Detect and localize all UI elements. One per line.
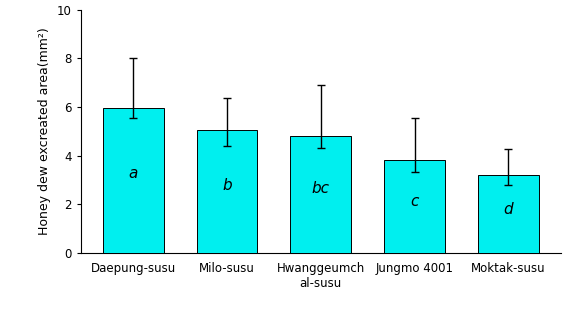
Bar (384, 160, 445, 253)
Y-axis label: Honey dew excreated area(mm²): Honey dew excreated area(mm²) (39, 27, 51, 235)
Text: c: c (410, 194, 419, 209)
Text: d: d (503, 202, 513, 217)
Text: a: a (128, 166, 138, 181)
Text: b: b (222, 178, 232, 193)
Bar (478, 175, 539, 253)
Bar (197, 130, 257, 253)
Text: bc: bc (312, 181, 330, 196)
Bar (290, 136, 351, 253)
Bar (103, 108, 164, 253)
